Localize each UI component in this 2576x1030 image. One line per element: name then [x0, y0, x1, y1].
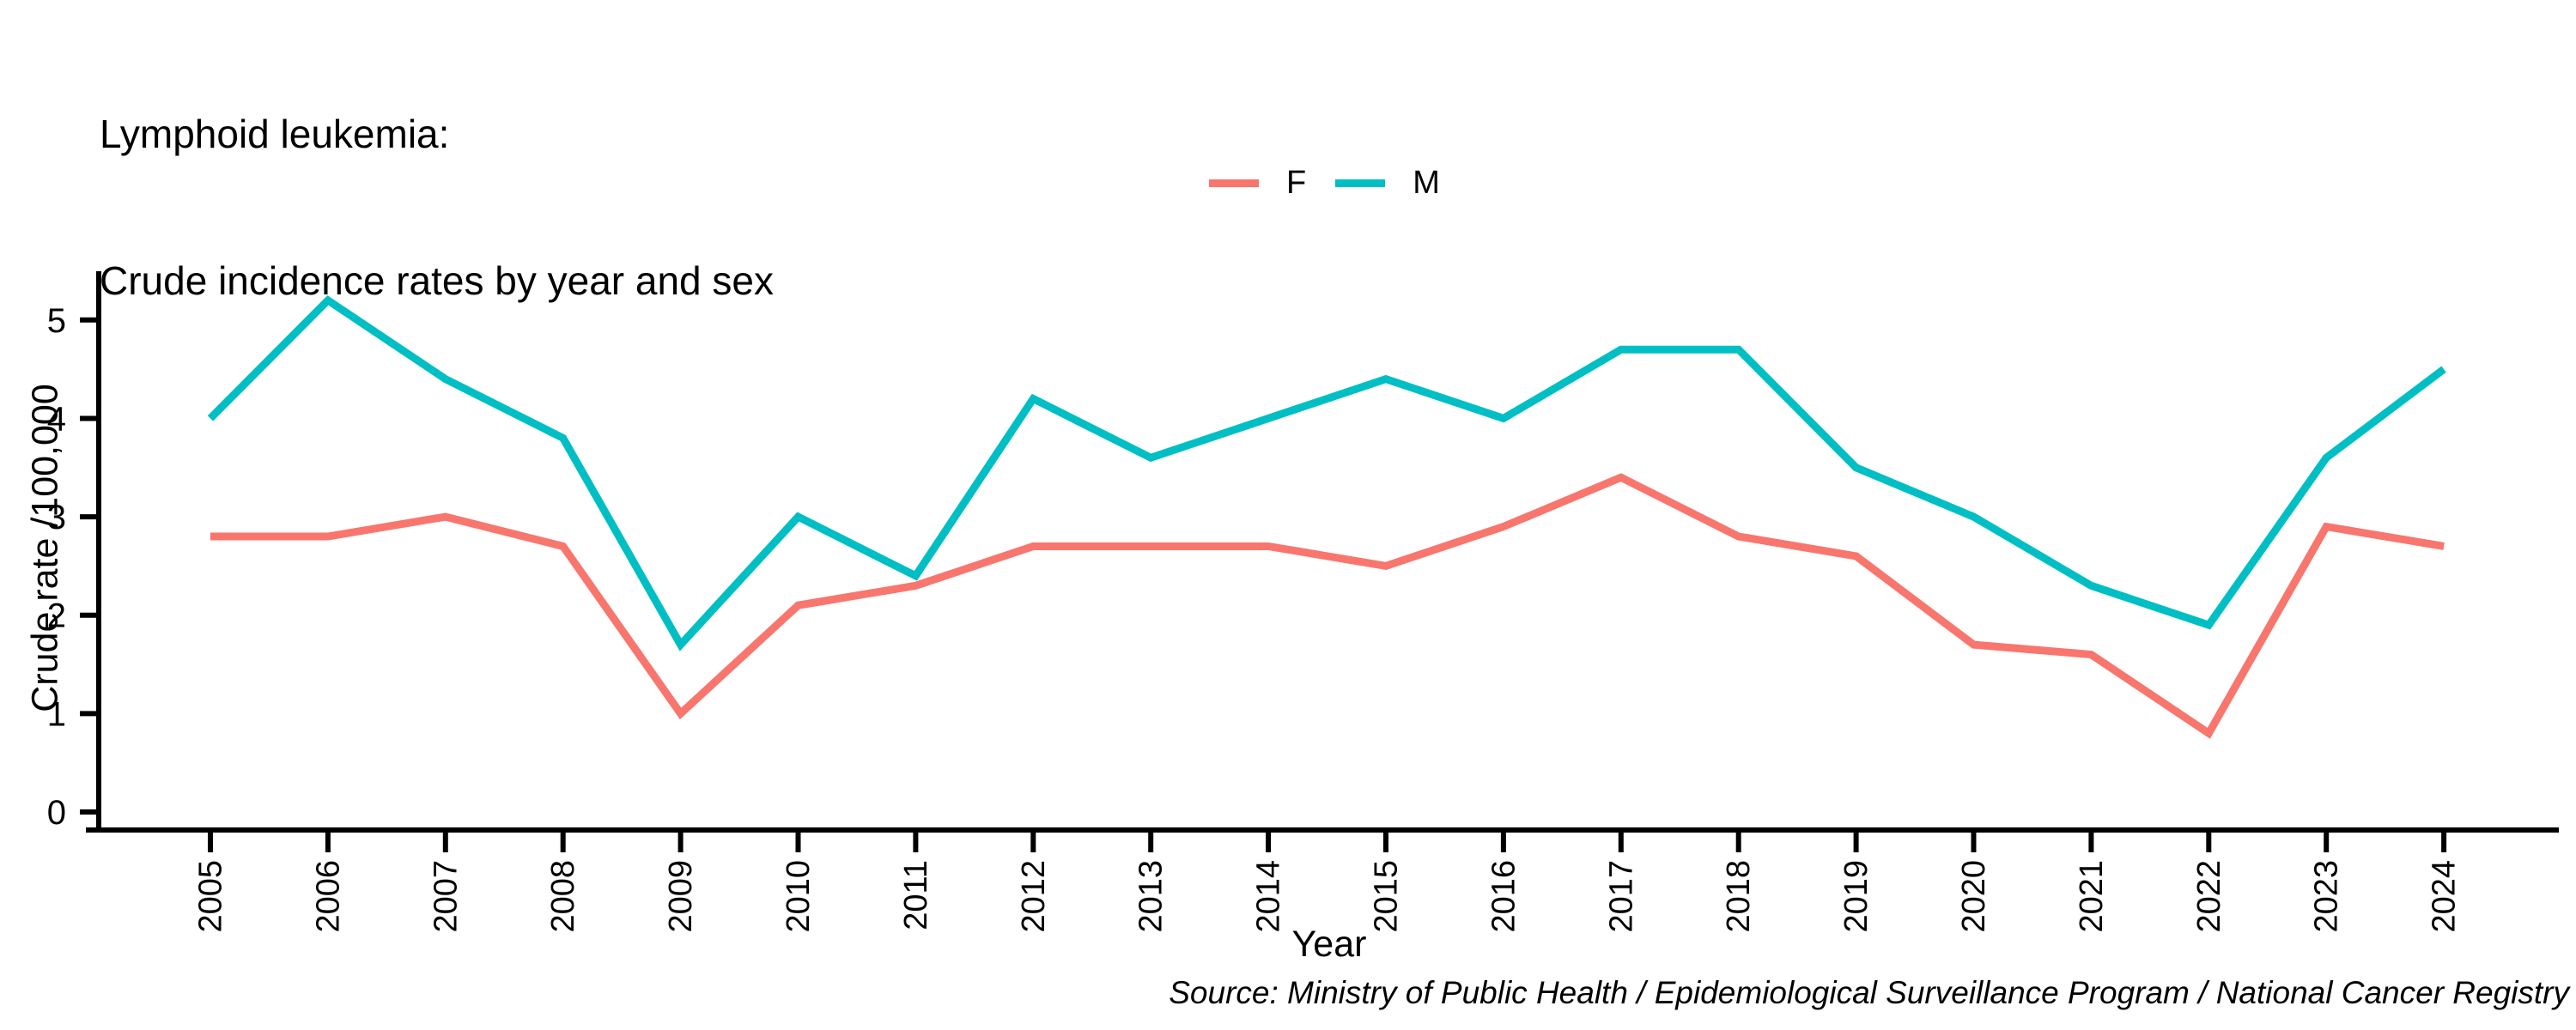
x-tick-label: 2012	[1016, 860, 1052, 933]
y-axis-title: Crude rate /100,000	[24, 384, 66, 712]
legend-swatch	[1335, 179, 1386, 187]
x-tick-label: 2008	[545, 860, 581, 933]
y-tick-label: 0	[47, 794, 66, 832]
x-tick-label: 2013	[1133, 860, 1170, 933]
x-tick-label: 2007	[428, 860, 464, 933]
y-tick-label: 5	[47, 302, 66, 340]
x-tick-label: 2018	[1721, 860, 1757, 933]
x-tick-label: 2020	[1956, 860, 1992, 933]
legend-item-f: F	[1209, 165, 1306, 202]
legend-swatch	[1209, 179, 1259, 187]
y-tick-label: 4	[47, 400, 66, 438]
x-axis-title: Year	[1291, 924, 1367, 965]
chart-title: Lymphoid leukemia: Crude incidence rates…	[100, 12, 774, 403]
source-note: Source: Ministry of Public Health / Epid…	[1169, 975, 2569, 1010]
x-tick-label: 2024	[2427, 860, 2463, 933]
x-tick-label: 2017	[1603, 860, 1639, 933]
x-tick-label: 2015	[1369, 860, 1405, 933]
x-tick-label: 2005	[193, 860, 229, 933]
x-tick-label: 2011	[898, 860, 934, 930]
x-tick-label: 2023	[2309, 860, 2345, 933]
series-line-f	[210, 473, 2445, 739]
chart-title-line2: Crude incidence rates by year and sex	[100, 258, 774, 303]
x-tick-label: 2006	[310, 860, 346, 933]
legend-item-m: M	[1335, 165, 1440, 202]
x-tick-label: 2021	[2074, 860, 2110, 933]
y-tick-label: 1	[47, 695, 66, 733]
series-line-m	[207, 295, 2446, 651]
legend: F M	[1209, 163, 1440, 203]
x-tick-label: 2022	[2191, 860, 2227, 933]
x-tick-label: 2014	[1251, 860, 1287, 933]
chart-title-line1: Lymphoid leukemia:	[100, 112, 450, 156]
legend-label-f: F	[1286, 164, 1307, 201]
x-tick-label: 2010	[781, 860, 817, 933]
y-tick-label: 2	[47, 597, 66, 635]
legend-label-m: M	[1413, 164, 1440, 201]
x-tick-label: 2016	[1485, 860, 1522, 933]
x-tick-label: 2009	[663, 860, 699, 933]
x-tick-label: 2019	[1838, 860, 1874, 933]
y-tick-label: 3	[47, 499, 66, 536]
